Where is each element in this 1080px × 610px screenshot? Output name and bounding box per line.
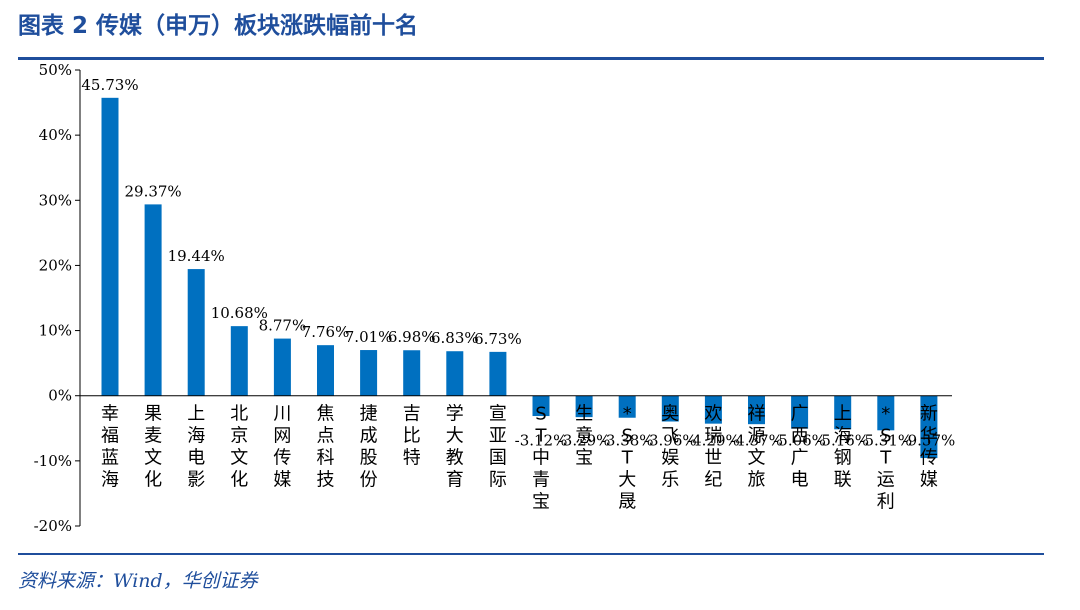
bar [575, 395, 593, 418]
bar [877, 395, 895, 431]
category-label: 生意宝 [575, 404, 593, 469]
bar [834, 395, 852, 430]
bottom-divider [18, 553, 1044, 555]
data-label: 7.01% [345, 328, 393, 346]
data-label: -9.57% [903, 432, 956, 450]
category-label: 广西广电 [791, 404, 809, 491]
category-label: * S T 大晟 [618, 404, 636, 513]
y-tick-label: -20% [34, 517, 72, 535]
bar [661, 395, 679, 422]
data-label: -4.37% [730, 432, 783, 450]
data-label: -3.12% [515, 432, 568, 450]
bar [532, 395, 550, 417]
data-label: -3.38% [601, 432, 654, 450]
category-label: 上海电影 [187, 404, 205, 491]
data-label: -5.06% [773, 432, 826, 450]
data-label: -5.31% [859, 432, 912, 450]
bar [101, 97, 119, 396]
bar [446, 351, 464, 396]
category-label: 北京文化 [230, 404, 248, 491]
category-label: 学大教育 [446, 404, 464, 491]
bar [144, 204, 162, 396]
data-label: 45.73% [81, 76, 138, 94]
category-label: 焦点科技 [317, 404, 335, 491]
bar [704, 395, 722, 424]
category-label: * S T 运利 [877, 404, 895, 513]
bar [403, 350, 421, 396]
data-label: 7.76% [302, 323, 350, 341]
y-tick-label: 10% [39, 322, 72, 340]
bar [489, 351, 507, 396]
bar [748, 395, 765, 425]
data-label: 6.98% [388, 328, 436, 346]
data-label: 6.83% [431, 329, 479, 347]
y-tick-label: 0% [48, 387, 72, 405]
category-label: 捷成股份 [360, 404, 378, 491]
category-label: 祥源文旅 [748, 404, 766, 491]
bar [920, 395, 938, 459]
y-tick-label: 40% [39, 126, 72, 144]
bar [187, 269, 205, 396]
data-label: -3.29% [558, 432, 611, 450]
category-label: 果麦文化 [144, 404, 162, 491]
bar [317, 345, 334, 396]
category-label: 欢瑞世纪 [704, 404, 722, 491]
data-label: 6.73% [474, 330, 522, 348]
y-tick-label: 50% [39, 61, 72, 79]
y-tick-label: -10% [34, 452, 72, 470]
data-label: -3.96% [644, 432, 697, 450]
category-label: 上海钢联 [834, 404, 852, 491]
top-divider [18, 57, 1044, 60]
category-label: S T 中青宝 [532, 404, 550, 513]
data-label: -4.29% [687, 432, 740, 450]
bar [230, 326, 248, 396]
bar [791, 395, 809, 429]
bar [618, 395, 636, 418]
category-label: 幸福蓝海 [101, 404, 119, 491]
category-label: 新华传媒 [920, 404, 938, 491]
data-label: 8.77% [259, 317, 307, 335]
data-label: 10.68% [211, 304, 268, 322]
category-label: 川网传媒 [273, 404, 291, 491]
y-tick-label: 20% [39, 256, 72, 274]
data-label: 29.37% [124, 182, 181, 200]
source-note: 资料来源：Wind，华创证券 [18, 570, 258, 592]
y-tick-label: 30% [39, 191, 72, 209]
category-label: 奥飞娱乐 [661, 404, 679, 491]
bar [273, 338, 291, 396]
category-label: 宣亚国际 [489, 404, 507, 491]
data-label: 19.44% [168, 247, 225, 265]
category-label: 吉比特 [403, 404, 421, 469]
chart-title: 图表 2 传媒（申万）板块涨跌幅前十名 [18, 13, 419, 39]
data-label: -5.16% [816, 432, 869, 450]
bar [360, 350, 378, 396]
